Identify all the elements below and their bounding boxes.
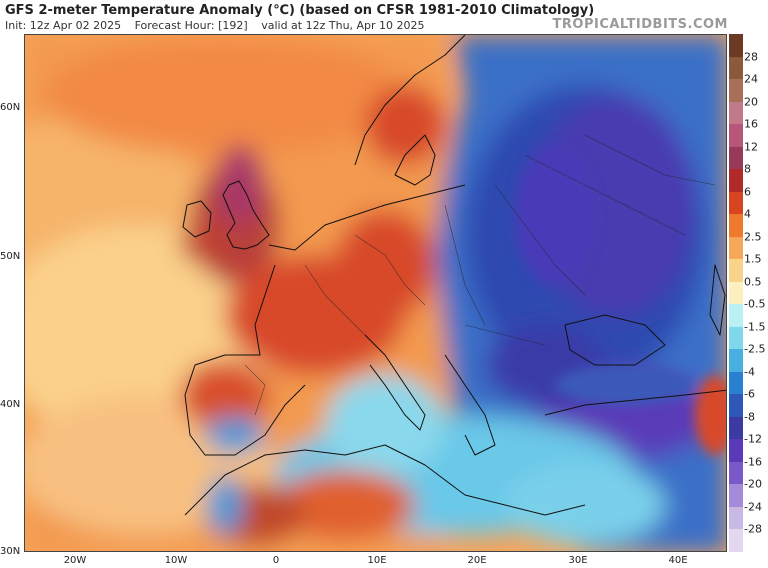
colorbar-swatch [729, 304, 743, 327]
init-time: Init: 12z Apr 02 2025 [5, 19, 122, 32]
colorbar-label: -20 [744, 477, 762, 491]
lat-label-60n: 60N [0, 102, 21, 113]
coastlines [182, 35, 726, 516]
colorbar-label: 16 [744, 117, 758, 131]
colorbar-swatch [729, 79, 743, 102]
colorbar-label: 8 [744, 162, 751, 176]
colorbar-swatch [729, 506, 743, 530]
valid-time: valid at 12z Thu, Apr 10 2025 [261, 19, 425, 32]
colorbar-label: 6 [744, 185, 751, 199]
colorbar-swatch [729, 371, 743, 395]
colorbar-label: -4 [744, 365, 755, 379]
lat-label-40n: 40N [0, 399, 21, 410]
lat-label-30n: 30N [0, 546, 21, 557]
colorbar-swatch [729, 101, 743, 125]
colorbar-label: 1.5 [744, 252, 762, 266]
country-borders [244, 134, 716, 416]
map-subtitle: Init: 12z Apr 02 2025 Forecast Hour: [19… [5, 19, 435, 32]
colorbar-label: 0.5 [744, 275, 762, 289]
colorbar-label: -16 [744, 455, 762, 469]
colorbar-label: 4 [744, 207, 751, 221]
lon-label-10e: 10E [367, 555, 387, 566]
colorbar-swatch [729, 281, 743, 305]
colorbar [729, 34, 743, 552]
colorbar-swatch [729, 416, 743, 440]
colorbar-swatch [729, 439, 743, 462]
colorbar-swatch [729, 349, 743, 372]
lon-label-30e: 30E [568, 555, 588, 566]
colorbar-swatch [729, 214, 743, 237]
colorbar-swatch [729, 236, 743, 260]
lat-label-50n: 50N [0, 251, 21, 262]
colorbar-swatch [729, 56, 743, 80]
lon-label-10w: 10W [164, 555, 188, 566]
lon-label-20e: 20E [467, 555, 487, 566]
colorbar-label: -28 [744, 522, 762, 536]
lon-label-20w: 20W [63, 555, 87, 566]
colorbar-label: 2.5 [744, 230, 762, 244]
lon-label-40e: 40E [668, 555, 688, 566]
colorbar-swatch [729, 124, 743, 147]
map-title: GFS 2-meter Temperature Anomaly (℃) (bas… [5, 3, 595, 18]
colorbar-swatch [729, 146, 743, 170]
colorbar-swatch [729, 484, 743, 507]
colorbar-swatch [729, 191, 743, 215]
colorbar-label: -6 [744, 387, 755, 401]
colorbar-swatch [729, 326, 743, 350]
colorbar-label: -24 [744, 500, 762, 514]
colorbar-label: 24 [744, 72, 758, 86]
colorbar-label: -2.5 [744, 342, 766, 356]
colorbar-label: 20 [744, 95, 758, 109]
colorbar-swatch [729, 529, 743, 552]
colorbar-label: -8 [744, 410, 755, 424]
lon-label-0: 0 [272, 555, 280, 566]
colorbar-swatch [729, 169, 743, 192]
colorbar-label: 12 [744, 140, 758, 154]
map-canvas [25, 35, 726, 551]
brand-watermark: TROPICALTIDBITS.COM [552, 17, 728, 32]
colorbar-swatch [729, 259, 743, 282]
anomaly-map [24, 34, 727, 552]
colorbar-swatch [729, 394, 743, 417]
colorbar-swatch [729, 34, 743, 57]
colorbar-label: 28 [744, 50, 758, 64]
colorbar-label: -1.5 [744, 320, 766, 334]
colorbar-swatch [729, 461, 743, 485]
forecast-hour: Forecast Hour: [192] [134, 19, 248, 32]
colorbar-label: -0.5 [744, 297, 766, 311]
colorbar-label: -12 [744, 432, 762, 446]
